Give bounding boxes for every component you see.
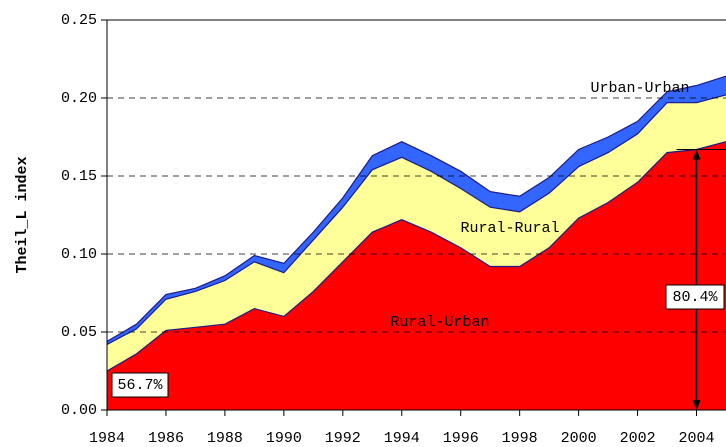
annotation-box: [111, 372, 169, 398]
x-tick-label: 1996: [443, 430, 479, 447]
annotation: 56.7%: [117, 377, 163, 394]
y-tick-label: 0.15: [61, 168, 97, 185]
arrow-head: [692, 149, 701, 160]
area: [107, 94, 726, 371]
x-tick-label: 1984: [89, 430, 125, 447]
y-tick-label: 0.20: [61, 90, 97, 107]
area-edge: [106, 141, 726, 372]
x-tick-label: 1992: [325, 430, 361, 447]
area: [107, 76, 726, 345]
series-label: Rural-Rural: [460, 220, 559, 237]
y-tick-label: 0.05: [61, 324, 97, 341]
x-tick-label: 1986: [148, 430, 184, 447]
x-tick-label: 1994: [384, 430, 420, 447]
y-tick-label: 0.00: [61, 402, 97, 419]
x-tick-label: 1998: [502, 430, 538, 447]
series-label: Urban-Urban: [590, 80, 689, 97]
y-axis-label: Theil_L index: [14, 156, 31, 273]
area: [107, 141, 726, 410]
area-edge: [106, 94, 726, 346]
area-edge: [106, 75, 726, 342]
y-tick-label: 0.25: [61, 12, 97, 29]
annotation: 80.4%: [672, 289, 718, 306]
x-tick-label: 2004: [679, 430, 715, 447]
x-tick-label: 2000: [561, 430, 597, 447]
y-tick-label: 0.10: [61, 246, 97, 263]
x-tick-label: 1990: [266, 430, 302, 447]
series-label: Rural-Urban: [390, 314, 489, 331]
x-tick-label: 1988: [207, 430, 243, 447]
x-tick-label: 2002: [620, 430, 656, 447]
annotation-box: [665, 284, 725, 310]
arrow-head: [692, 400, 701, 410]
